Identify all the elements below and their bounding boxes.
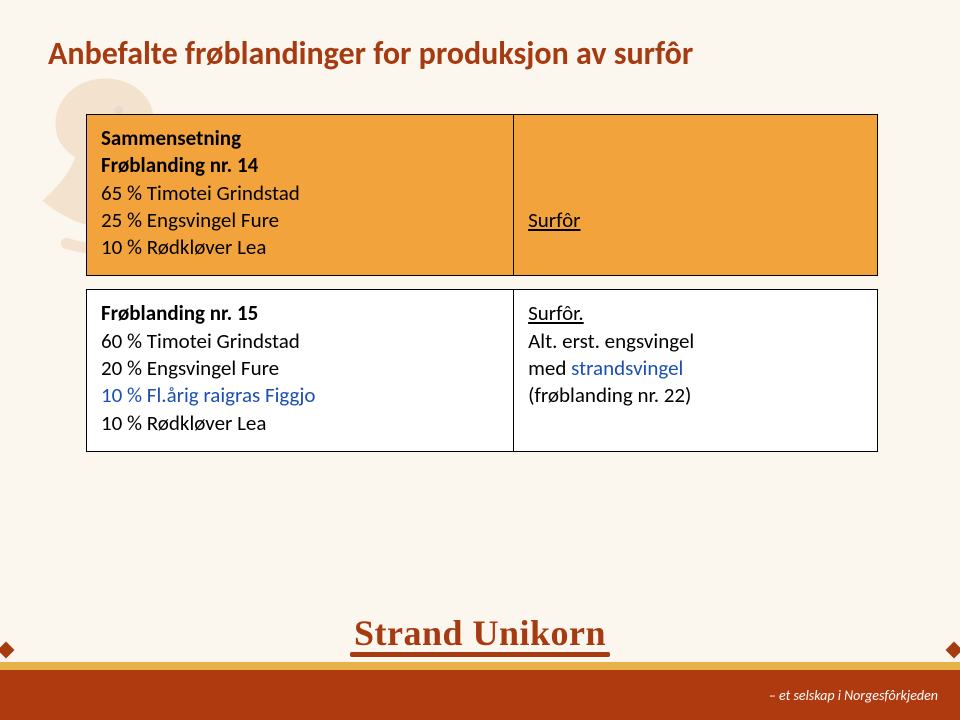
alt-line3: (frøblanding nr. 22) [528, 382, 863, 409]
brand-underline [350, 652, 610, 657]
footer-bar: – et selskap i Norgesfôrkjeden [0, 670, 960, 720]
footer-gold-band [0, 662, 960, 670]
slide-title: Anbefalte frøblandinger for produksjon a… [48, 34, 693, 73]
cell-mix-14-use: Surfôr [514, 115, 878, 276]
alt-line1: Alt. erst. engsvingel [528, 328, 863, 355]
mix-14-line2: 25 % Engsvingel Fure [101, 207, 499, 234]
brand-name: Strand Unikorn [354, 613, 606, 653]
mix-15-name: Frøblanding nr. 15 [101, 300, 499, 327]
mix-14-line3: 10 % Rødkløver Lea [101, 234, 499, 261]
use-surfor-1: Surfôr [528, 207, 863, 234]
cell-mix-15: Frøblanding nr. 15 60 % Timotei Grindsta… [87, 290, 514, 451]
use-surfor-2: Surfôr. [528, 300, 863, 327]
cell-mix-15-use: Surfôr. Alt. erst. engsvingel med strand… [514, 290, 878, 451]
mix-14-name: Frøblanding nr. 14 [101, 152, 499, 179]
footer-tagline: – et selskap i Norgesfôrkjeden [769, 687, 938, 704]
brand-diamond-right [946, 642, 960, 659]
mix-15-line3: 10 % Fl.årig raigras Figgjo [101, 382, 499, 409]
mix-15-line4: 10 % Rødkløver Lea [101, 410, 499, 437]
mix-15-line2: 20 % Engsvingel Fure [101, 355, 499, 382]
mixture-table: Sammensetning Frøblanding nr. 14 65 % Ti… [86, 114, 878, 452]
mix-15-line1: 60 % Timotei Grindstad [101, 328, 499, 355]
brand-logo: Strand Unikorn [0, 612, 960, 662]
cell-mix-14: Sammensetning Frøblanding nr. 14 65 % Ti… [87, 115, 514, 276]
header-sammensetning: Sammensetning [101, 125, 499, 152]
alt-line2: med strandsvingel [528, 355, 863, 382]
brand-diamond-left [0, 642, 14, 659]
mix-14-line1: 65 % Timotei Grindstad [101, 180, 499, 207]
